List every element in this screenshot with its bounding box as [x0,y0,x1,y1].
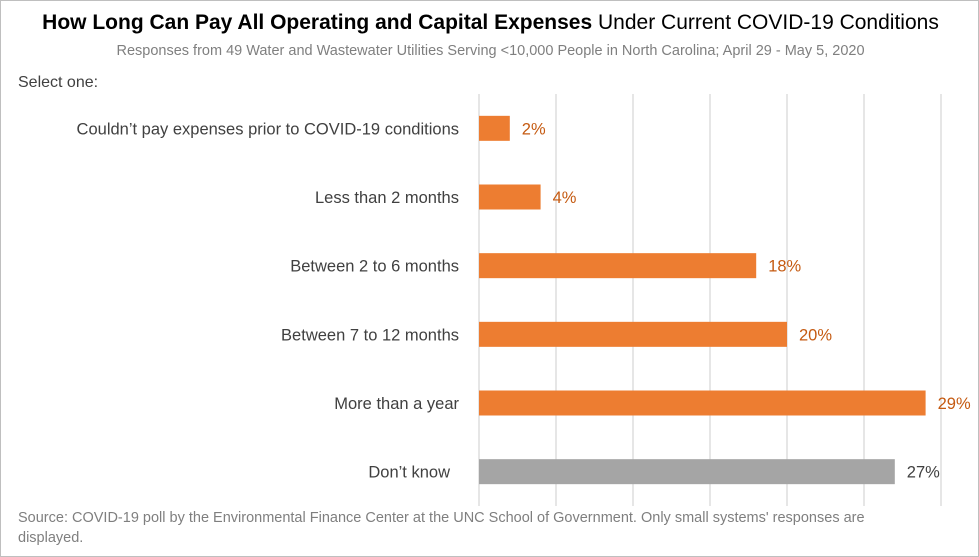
chart-title-bold: How Long Can Pay All Operating and Capit… [42,11,593,34]
data-label: 27% [907,464,940,482]
chart-title-rest: Under Current COVID-19 Conditions [592,11,939,34]
data-label: 4% [553,189,577,207]
category-label: Between 2 to 6 months [290,258,459,276]
bar [479,184,541,210]
bar [479,459,895,485]
data-label: 2% [522,120,546,138]
category-label: Less than 2 months [315,189,459,207]
source-note: Source: COVID-19 poll by the Environment… [18,510,865,546]
select-one-label: Select one: [18,74,99,91]
category-label: Couldn’t pay expenses prior to COVID-19 … [77,120,459,138]
category-label: Don’t know [368,464,450,482]
data-label: 29% [938,395,971,413]
data-label: 18% [768,258,801,276]
bar [479,115,510,141]
category-label: More than a year [334,395,459,413]
bar [479,253,757,279]
bar [479,321,787,347]
chart-subtitle: Responses from 49 Water and Wastewater U… [116,43,865,59]
bar [479,390,926,416]
chart-title: How Long Can Pay All Operating and Capit… [1,11,979,35]
data-label: 20% [799,326,832,344]
category-label: Between 7 to 12 months [281,326,459,344]
